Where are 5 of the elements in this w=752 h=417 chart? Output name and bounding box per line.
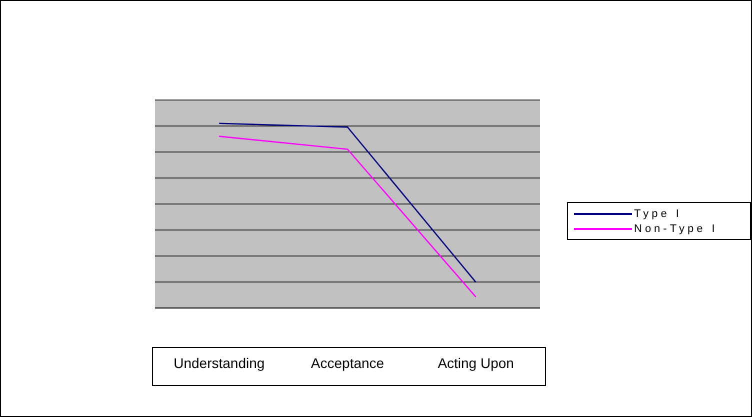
x-tick-label: Acting Upon [438,355,514,371]
text: Non-Type I [634,222,718,234]
text: Type I [634,208,682,220]
x-tick-label: Acceptance [310,355,384,371]
x-tick-label: Understanding [174,355,265,371]
